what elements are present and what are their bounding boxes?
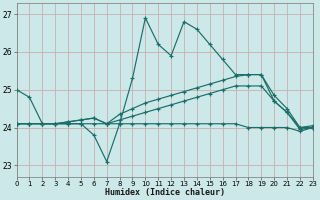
X-axis label: Humidex (Indice chaleur): Humidex (Indice chaleur) <box>105 188 225 197</box>
